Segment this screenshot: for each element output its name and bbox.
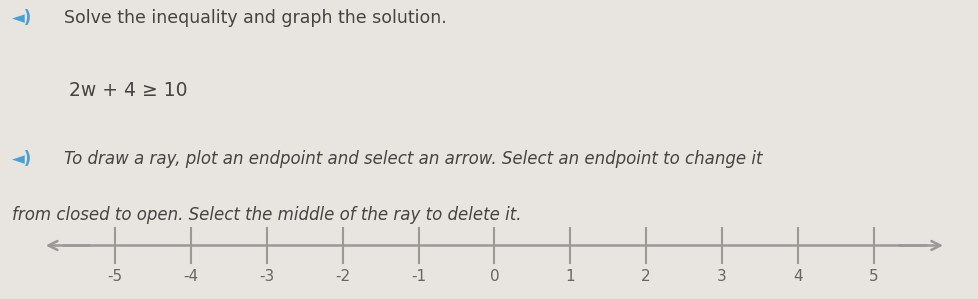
Text: 2: 2	[641, 269, 650, 284]
Text: 1: 1	[565, 269, 574, 284]
Text: -5: -5	[108, 269, 122, 284]
Text: -3: -3	[259, 269, 274, 284]
Text: -2: -2	[334, 269, 350, 284]
Text: To draw a ray, plot an endpoint and select an arrow. Select an endpoint to chang: To draw a ray, plot an endpoint and sele…	[64, 150, 761, 167]
Text: ◄): ◄)	[12, 9, 32, 27]
Text: Solve the inequality and graph the solution.: Solve the inequality and graph the solut…	[64, 9, 446, 27]
Text: -4: -4	[183, 269, 199, 284]
Text: ◄): ◄)	[12, 150, 32, 167]
Text: 5: 5	[868, 269, 877, 284]
Text: -1: -1	[411, 269, 425, 284]
Text: 2w + 4 ≥ 10: 2w + 4 ≥ 10	[68, 81, 187, 100]
Text: from closed to open. Select the middle of the ray to delete it.: from closed to open. Select the middle o…	[12, 206, 520, 224]
Text: 0: 0	[489, 269, 499, 284]
Text: 4: 4	[792, 269, 802, 284]
Text: 3: 3	[717, 269, 726, 284]
